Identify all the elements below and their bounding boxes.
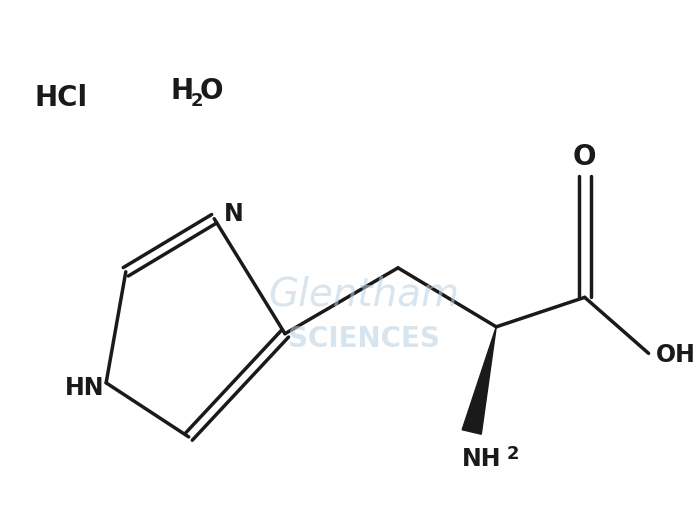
Text: N: N [224, 202, 244, 226]
Text: 2: 2 [190, 92, 203, 110]
Polygon shape [462, 327, 496, 434]
Text: 2: 2 [507, 445, 519, 463]
Text: H: H [171, 77, 193, 105]
Text: NH: NH [461, 448, 501, 472]
Text: O: O [573, 143, 596, 171]
Text: O: O [200, 77, 223, 105]
Text: OH: OH [656, 343, 696, 367]
Text: SCIENCES: SCIENCES [287, 324, 440, 353]
Text: HCl: HCl [34, 84, 88, 112]
Text: Glentham: Glentham [268, 276, 459, 314]
Text: HN: HN [65, 376, 104, 400]
